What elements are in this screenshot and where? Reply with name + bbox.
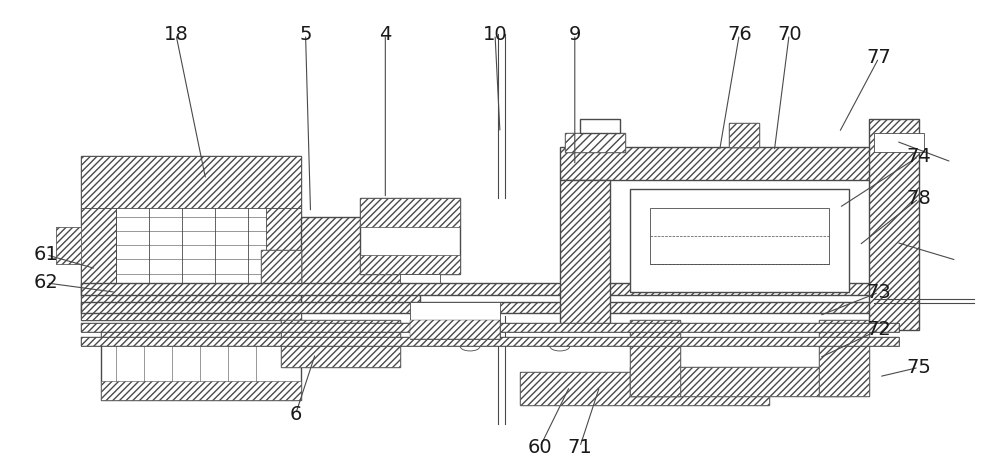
Text: 78: 78 xyxy=(906,189,931,208)
Bar xyxy=(81,302,899,313)
Bar xyxy=(81,337,899,346)
Bar xyxy=(81,302,899,313)
Bar xyxy=(874,133,924,152)
Text: 60: 60 xyxy=(528,438,552,456)
Bar xyxy=(560,180,610,330)
Text: 71: 71 xyxy=(567,438,592,456)
Bar xyxy=(630,320,680,396)
Bar xyxy=(301,217,420,306)
Bar xyxy=(360,198,460,274)
Bar xyxy=(560,147,909,180)
Text: 5: 5 xyxy=(299,25,312,44)
Bar xyxy=(630,189,849,292)
Bar xyxy=(261,250,301,283)
Bar xyxy=(565,133,625,152)
Bar xyxy=(101,325,301,400)
Bar xyxy=(266,208,301,287)
Bar xyxy=(520,372,769,405)
Bar xyxy=(630,367,849,396)
Bar xyxy=(410,302,500,339)
Bar xyxy=(101,381,301,400)
Bar xyxy=(81,283,899,295)
Bar xyxy=(81,283,899,295)
Bar xyxy=(400,274,440,292)
Text: 18: 18 xyxy=(164,25,188,44)
Bar xyxy=(281,320,400,367)
Bar xyxy=(81,287,301,320)
Text: 72: 72 xyxy=(867,320,891,339)
Text: 9: 9 xyxy=(569,25,581,44)
Bar xyxy=(360,198,460,227)
Bar xyxy=(580,118,620,133)
Bar xyxy=(56,227,81,264)
Bar xyxy=(560,180,610,330)
Bar xyxy=(81,156,301,320)
Bar xyxy=(81,208,116,287)
Text: 10: 10 xyxy=(483,25,507,44)
Bar xyxy=(101,325,301,344)
Text: 4: 4 xyxy=(379,25,392,44)
Bar xyxy=(520,372,769,405)
Bar xyxy=(729,123,759,147)
Bar xyxy=(81,156,301,208)
Bar xyxy=(819,320,869,396)
Bar xyxy=(650,208,829,264)
Bar xyxy=(410,320,500,339)
Text: 73: 73 xyxy=(867,283,891,302)
Bar xyxy=(301,217,420,306)
Bar xyxy=(81,323,899,332)
Text: 75: 75 xyxy=(906,358,931,377)
Bar xyxy=(630,367,849,396)
Bar xyxy=(729,123,759,147)
Bar xyxy=(819,320,869,396)
Bar xyxy=(630,320,680,396)
Bar xyxy=(360,255,460,274)
Text: 76: 76 xyxy=(727,25,752,44)
Bar xyxy=(81,337,899,346)
Text: 70: 70 xyxy=(777,25,802,44)
Text: 74: 74 xyxy=(906,147,931,166)
Text: 6: 6 xyxy=(289,405,302,424)
Bar xyxy=(281,320,400,367)
Bar xyxy=(565,133,625,152)
Bar xyxy=(869,118,919,330)
Bar xyxy=(261,250,301,283)
Text: 77: 77 xyxy=(867,48,891,67)
Text: 61: 61 xyxy=(34,245,59,264)
Text: 62: 62 xyxy=(34,273,59,293)
Bar xyxy=(81,323,899,332)
Bar xyxy=(56,227,81,264)
Bar xyxy=(869,118,919,330)
Bar xyxy=(560,147,909,180)
